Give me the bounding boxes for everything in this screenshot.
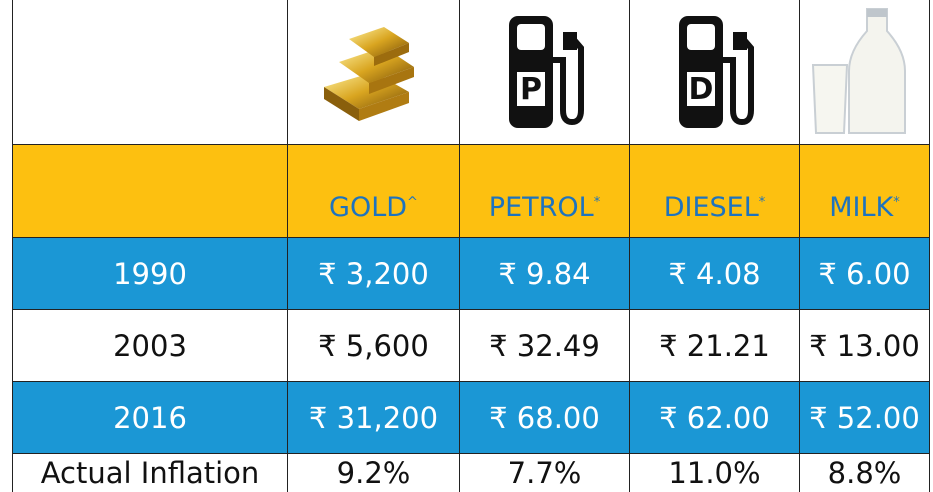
icon-cell [800,0,930,145]
price-cell: ₹ 68.00 [460,382,630,454]
price-cell: ₹ 4.08 [630,238,800,310]
price-cell: ₹ 21.21 [630,310,800,382]
header-cell: DIESEL* [630,145,800,238]
price-cell: 8.8% [800,454,930,492]
price-cell: 9.2% [288,454,460,492]
price-cell: ₹ 13.00 [800,310,930,382]
fuel-pump-icon: P [505,10,585,135]
fuel-letter: P [520,72,542,107]
icon-cell: P [460,0,630,145]
column-note: ^ [407,195,418,210]
icon-cell [288,0,460,145]
milk-icon [805,7,925,137]
row-label: 2003 [13,310,288,382]
header-row: GOLD^PETROL*DIESEL*MILK* [13,145,930,238]
column-note: * [759,195,766,210]
column-label: MILK [829,192,893,223]
data-row: 1990₹ 3,200₹ 9.84₹ 4.08₹ 6.00 [13,238,930,310]
icon-cell: D [630,0,800,145]
row-label: 2016 [13,382,288,454]
fuel-pump-icon: D [675,10,755,135]
price-cell: 7.7% [460,454,630,492]
price-cell: ₹ 62.00 [630,382,800,454]
header-cell: MILK* [800,145,930,238]
gold-icon [314,17,434,127]
header-cell: GOLD^ [288,145,460,238]
header-cell [13,145,288,238]
column-label: GOLD [329,192,407,223]
icon-cell [13,0,288,145]
column-note: * [893,195,900,210]
row-label: Actual Inflation [13,454,288,492]
price-cell: ₹ 52.00 [800,382,930,454]
row-label: 1990 [13,238,288,310]
column-label: DIESEL [664,192,759,223]
price-cell: ₹ 32.49 [460,310,630,382]
column-note: * [594,195,601,210]
icon-row: P D [13,0,930,145]
price-cell: ₹ 9.84 [460,238,630,310]
price-table: P D GOLD^PETROL*DIESEL*MILK*1990₹ 3,200₹… [12,0,930,492]
fuel-letter: D [688,72,713,107]
price-cell: ₹ 5,600 [288,310,460,382]
data-row: 2016₹ 31,200₹ 68.00₹ 62.00₹ 52.00 [13,382,930,454]
column-label: PETROL [489,192,594,223]
price-cell: ₹ 6.00 [800,238,930,310]
price-cell: ₹ 31,200 [288,382,460,454]
price-cell: 11.0% [630,454,800,492]
header-cell: PETROL* [460,145,630,238]
data-row: 2003₹ 5,600₹ 32.49₹ 21.21₹ 13.00 [13,310,930,382]
price-cell: ₹ 3,200 [288,238,460,310]
